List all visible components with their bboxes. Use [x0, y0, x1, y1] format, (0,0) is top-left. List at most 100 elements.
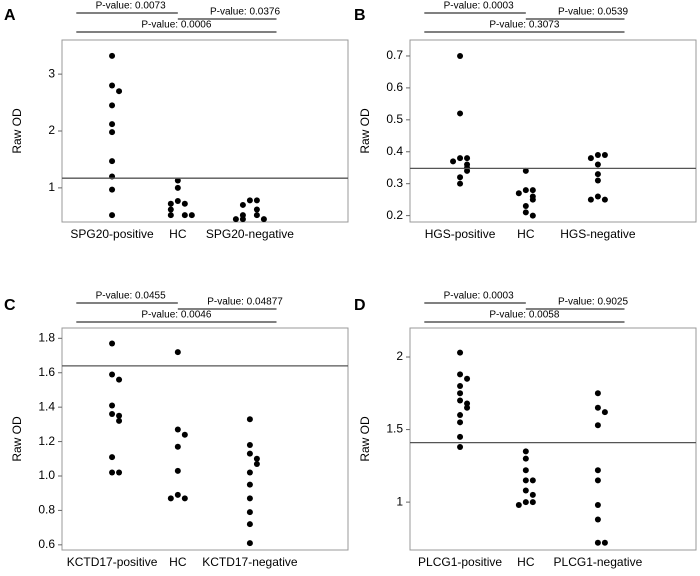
data-point	[253, 460, 260, 467]
x-tick-label: SPG20-positive	[70, 227, 154, 241]
data-point	[246, 509, 253, 516]
plot-frame	[409, 39, 697, 223]
y-tick-label: 0.4	[386, 144, 403, 158]
panel-label: A	[4, 7, 16, 24]
data-point	[522, 187, 529, 194]
data-point	[246, 481, 253, 488]
data-point	[464, 400, 471, 407]
data-point	[188, 212, 195, 219]
data-point	[457, 174, 464, 181]
y-axis-label: Raw OD	[10, 108, 24, 154]
data-point	[457, 349, 464, 356]
data-point	[246, 450, 253, 457]
data-point	[109, 158, 116, 165]
data-point	[601, 196, 608, 203]
y-axis-label: Raw OD	[358, 108, 372, 154]
data-point	[246, 495, 253, 502]
data-point	[457, 110, 464, 117]
data-point	[594, 404, 601, 411]
x-tick-label: KCTD17-positive	[67, 555, 158, 569]
data-point	[174, 349, 181, 356]
data-point	[181, 431, 188, 438]
data-point	[174, 467, 181, 474]
p-value-label: P-value: 0.0455	[96, 291, 166, 302]
data-point	[239, 201, 246, 208]
data-point	[587, 155, 594, 162]
data-point	[167, 206, 174, 213]
data-point	[450, 158, 457, 165]
y-tick-label: 0.6	[386, 80, 403, 94]
data-point	[464, 155, 471, 162]
data-point	[109, 212, 116, 219]
y-tick-label: 2	[396, 349, 403, 363]
data-point	[529, 477, 536, 484]
data-point	[174, 491, 181, 498]
data-point	[174, 426, 181, 433]
data-point	[260, 216, 267, 223]
data-point	[457, 433, 464, 440]
p-value-label: P-value: 0.0376	[210, 7, 280, 18]
data-point	[246, 469, 253, 476]
data-point	[109, 371, 116, 378]
panel-label: C	[4, 297, 16, 314]
p-value-label: P-value: 0.3073	[489, 20, 559, 31]
data-point	[246, 442, 253, 449]
data-point	[457, 383, 464, 390]
data-point	[522, 499, 529, 506]
data-point	[464, 375, 471, 382]
data-point	[457, 443, 464, 450]
data-point	[174, 443, 181, 450]
data-point	[515, 190, 522, 197]
panel-label: B	[354, 7, 366, 24]
data-point	[594, 390, 601, 397]
data-point	[253, 206, 260, 213]
y-tick-label: 0.8	[38, 503, 55, 517]
p-value-label: P-value: 0.0058	[489, 310, 559, 321]
p-value-label: P-value: 0.0003	[444, 291, 514, 302]
x-tick-label: PLCG1-positive	[418, 555, 502, 569]
data-point	[522, 477, 529, 484]
data-point	[529, 212, 536, 219]
data-point	[522, 467, 529, 474]
plot-frame	[61, 327, 349, 551]
data-point	[109, 121, 116, 128]
p-value-label: P-value: 0.0006	[141, 20, 211, 31]
x-tick-label: HC	[169, 555, 187, 569]
data-point	[167, 200, 174, 207]
data-point	[253, 197, 260, 204]
data-point	[594, 193, 601, 200]
data-point	[457, 419, 464, 426]
plot-frame	[61, 39, 349, 223]
y-tick-label: 1	[48, 180, 55, 194]
x-tick-label: HC	[169, 227, 187, 241]
p-value-label: P-value: 0.0003	[444, 1, 514, 12]
y-tick-label: 1.4	[38, 399, 55, 413]
data-point	[529, 499, 536, 506]
data-point	[174, 197, 181, 204]
data-point	[594, 516, 601, 523]
y-tick-label: 0.7	[386, 48, 403, 62]
y-tick-label: 1.6	[38, 365, 55, 379]
data-point	[594, 161, 601, 168]
data-point	[601, 539, 608, 546]
y-tick-label: 1.2	[38, 434, 55, 448]
data-point	[109, 454, 116, 461]
data-point	[232, 216, 239, 223]
y-tick-label: 2	[48, 123, 55, 137]
data-point	[457, 180, 464, 187]
x-tick-label: KCTD17-negative	[202, 555, 298, 569]
x-tick-label: PLCG1-negative	[554, 555, 643, 569]
data-point	[109, 82, 116, 89]
data-point	[457, 390, 464, 397]
y-tick-label: 1.0	[38, 468, 55, 482]
p-value-label: P-value: 0.0539	[558, 7, 628, 18]
data-point	[253, 455, 260, 462]
data-point	[529, 491, 536, 498]
x-tick-label: SPG20-negative	[206, 227, 294, 241]
data-point	[167, 212, 174, 219]
data-point	[109, 52, 116, 59]
data-point	[239, 216, 246, 223]
data-point	[246, 197, 253, 204]
y-tick-label: 0.2	[386, 208, 403, 222]
